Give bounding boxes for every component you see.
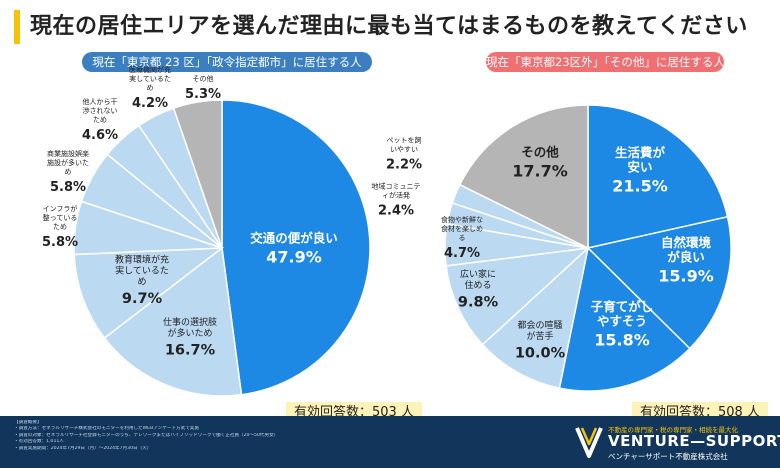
pie-slice	[458, 104, 589, 250]
slice-label: 生活費が	[615, 145, 666, 160]
slice-value-label: 4.7%	[444, 246, 480, 261]
slice-label: 医療機関が充	[129, 65, 171, 74]
pie-slice	[172, 99, 223, 249]
slice-label: が良い	[667, 250, 705, 265]
slice-value-label: 2.4%	[378, 204, 414, 219]
slice-value-label: 21.5%	[612, 177, 668, 196]
slice-label: ィが活発	[382, 191, 410, 200]
slice-value-label: 4.2%	[132, 96, 168, 111]
slice-label: ため	[93, 116, 107, 124]
slice-label: その他	[521, 144, 559, 159]
slice-label: ペットを飼	[387, 136, 422, 145]
pie-slice	[221, 99, 371, 396]
footer-bar	[0, 416, 780, 468]
pie-slice	[558, 246, 691, 392]
slice-label: 広い家に	[460, 268, 496, 280]
slice-label: やすそう	[597, 314, 647, 329]
page-title: 現在の居住エリアを選んだ理由に最も当てはまるものを教えてください	[30, 14, 748, 39]
slice-value-label: 5.3%	[185, 87, 221, 102]
slice-label: が多いため	[167, 327, 212, 339]
survey-note-line: ・調査方法：ゼネラルリサーチ株式会社のモニターを利用したWEBアンケート方式で実…	[14, 426, 199, 432]
slice-value-label: 16.7%	[165, 342, 216, 358]
slice-label: 実しているた	[115, 264, 169, 276]
slice-value-label: 4.6%	[82, 128, 118, 143]
survey-note-line: ・調査の対象：ゼネラルリサーチ社登録モニターのうち、テレワークまたはハイブリッド…	[14, 432, 279, 438]
brand-taglines: 不動産の専門家・税の専門家・相続を最大化	[608, 426, 738, 434]
slice-label: め	[147, 84, 154, 92]
right-chart-title: 現在「東京都23区外」「その他」に居住する人	[486, 52, 725, 72]
slice-label: 交通の便が良い	[250, 230, 338, 245]
slice-label: 商業施設娯楽	[47, 149, 89, 158]
slice-label: 他人から干	[83, 97, 118, 106]
pie-slice	[587, 104, 729, 249]
slice-label: その他	[193, 74, 214, 83]
slice-label: る	[459, 234, 466, 242]
slice-label: 住める	[464, 279, 491, 291]
slice-label: 地域コミュニテ	[372, 182, 421, 191]
slice-value-label: 17.7%	[512, 161, 568, 180]
pie-slice	[103, 246, 243, 397]
slice-value-label: 15.9%	[658, 267, 714, 286]
venture-support-logo-icon	[575, 427, 603, 458]
left-chart-title: 現在「東京都 23 区」「政令指定都市」に居住する人	[82, 52, 372, 72]
pie-slice	[586, 215, 732, 350]
brand-name: VENTURE—SUPPORT	[608, 432, 780, 450]
slice-value-label: 2.2%	[386, 158, 422, 173]
left-pie-chart: 交通の便が良い47.9%仕事の選択肢が多いため16.7%教育環境が充実しているた…	[42, 65, 371, 397]
title-accent-bar	[14, 10, 20, 44]
survey-notes: 【調査概要】 ・調査方法：ゼネラルリサーチ株式会社のモニターを利用したWEBアン…	[14, 420, 534, 452]
slice-label: 都会の喧騒	[517, 319, 562, 331]
slice-label: め	[65, 168, 72, 176]
slice-value-label: 5.8%	[50, 180, 86, 195]
slice-label: ため	[53, 223, 67, 231]
pie-slice	[481, 245, 590, 390]
pie-slice	[445, 246, 591, 346]
slice-value-label: 47.9%	[266, 247, 322, 266]
survey-note-line: ・調査実施期間：2024年7月29日（月）～2024年7月30日（火）	[14, 445, 152, 451]
slice-label: 教育環境が充	[115, 253, 169, 265]
slice-label: め	[137, 276, 146, 287]
slice-value-label: 15.8%	[594, 331, 650, 350]
slice-label: 自然環境	[661, 235, 712, 250]
slice-label: 子育てがし	[591, 299, 654, 314]
slice-label: 整っている	[43, 213, 78, 222]
slice-value-label: 5.8%	[42, 235, 78, 250]
survey-note-line: 【調査概要】	[14, 420, 42, 425]
slice-label: 食物や新鮮な	[441, 215, 483, 224]
slice-label: 安い	[627, 160, 652, 175]
slice-label: 仕事の選択肢	[163, 316, 217, 328]
survey-note-line: ・有効回答数：1,011人	[14, 439, 64, 445]
slice-value-label: 9.7%	[122, 291, 163, 307]
slice-label: 食材を楽しめ	[441, 224, 483, 233]
slice-value-label: 10.0%	[515, 345, 566, 361]
slice-label: インフラが	[43, 204, 78, 213]
slice-label: 実しているた	[129, 74, 171, 83]
pie-slice	[73, 247, 225, 340]
slice-label: 渉されない	[83, 106, 118, 115]
slice-label: いやすい	[390, 146, 418, 154]
slice-label: 施設が多いた	[47, 158, 89, 167]
slice-value-label: 9.8%	[458, 294, 499, 310]
brand-company: ベンチャーサポート不動産株式会社	[608, 452, 728, 461]
slice-label: が苦手	[526, 330, 553, 342]
